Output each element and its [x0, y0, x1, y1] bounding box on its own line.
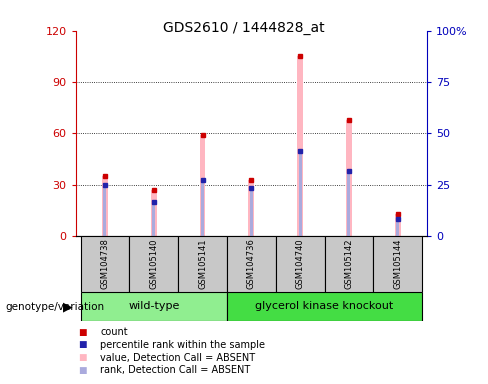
Bar [250, 188, 253, 236]
Bar [347, 171, 350, 236]
Text: count: count [100, 327, 128, 337]
Text: genotype/variation: genotype/variation [5, 302, 104, 312]
Text: value, Detection Call = ABSENT: value, Detection Call = ABSENT [100, 353, 255, 362]
Text: ■: ■ [78, 340, 86, 349]
Text: percentile rank within the sample: percentile rank within the sample [100, 340, 265, 350]
Bar [102, 176, 108, 236]
Text: GSM105140: GSM105140 [149, 239, 158, 289]
Text: ■: ■ [78, 366, 86, 375]
Text: rank, Detection Call = ABSENT: rank, Detection Call = ABSENT [100, 365, 250, 375]
Text: GSM104740: GSM104740 [296, 239, 305, 289]
Bar [201, 180, 204, 236]
Bar [299, 151, 302, 236]
Text: GSM104736: GSM104736 [247, 238, 256, 290]
Text: GSM105142: GSM105142 [345, 239, 353, 289]
FancyBboxPatch shape [227, 292, 422, 321]
Bar [200, 135, 205, 236]
Text: GSM105141: GSM105141 [198, 239, 207, 289]
FancyBboxPatch shape [276, 236, 325, 292]
FancyBboxPatch shape [325, 236, 373, 292]
FancyBboxPatch shape [373, 236, 422, 292]
Text: GSM104738: GSM104738 [101, 238, 109, 290]
Bar [152, 202, 155, 236]
Bar [395, 214, 401, 236]
Bar [248, 180, 254, 236]
Bar [396, 219, 399, 236]
Text: GDS2610 / 1444828_at: GDS2610 / 1444828_at [163, 21, 325, 35]
Bar [151, 190, 157, 236]
Text: ▶: ▶ [62, 301, 72, 314]
Bar [297, 56, 303, 236]
Bar [103, 185, 106, 236]
FancyBboxPatch shape [227, 236, 276, 292]
Text: ■: ■ [78, 328, 86, 337]
Text: ■: ■ [78, 353, 86, 362]
Text: GSM105144: GSM105144 [393, 239, 402, 289]
Text: glycerol kinase knockout: glycerol kinase knockout [255, 301, 394, 311]
FancyBboxPatch shape [129, 236, 178, 292]
Text: wild-type: wild-type [128, 301, 180, 311]
FancyBboxPatch shape [81, 292, 227, 321]
FancyBboxPatch shape [178, 236, 227, 292]
FancyBboxPatch shape [81, 236, 129, 292]
Bar [346, 120, 352, 236]
